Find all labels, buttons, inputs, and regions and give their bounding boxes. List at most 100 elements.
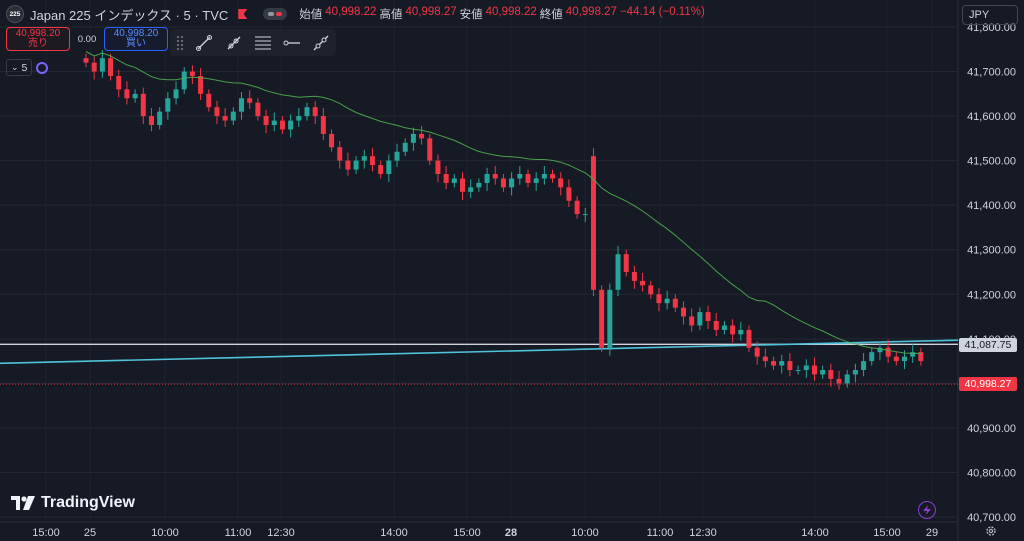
candle-body: [484, 174, 490, 183]
flag-icon[interactable]: [238, 9, 248, 19]
candle-body: [173, 89, 179, 99]
candle-body: [435, 160, 441, 174]
candle-body: [99, 58, 105, 72]
candle-body: [893, 356, 899, 362]
y-tick-label: 40,700.00: [967, 512, 1016, 524]
y-tick-label: 41,300.00: [967, 245, 1016, 257]
candle-body: [582, 214, 588, 216]
candle-body: [361, 156, 367, 161]
bolt-icon[interactable]: [918, 501, 936, 519]
extended-line-tool-icon[interactable]: [307, 29, 336, 56]
candle-body: [730, 325, 736, 335]
x-tick-label: 12:30: [689, 527, 717, 539]
candle-body: [550, 174, 556, 179]
interval-button[interactable]: ⌄ 5: [6, 59, 33, 76]
candle-body: [460, 178, 466, 192]
candle-body: [811, 365, 817, 375]
brand-name: TradingView: [41, 494, 135, 511]
candle-body: [541, 174, 547, 179]
candle-body: [713, 321, 719, 330]
candle-body: [451, 178, 457, 183]
sell-label: 売り: [28, 38, 48, 49]
currency-selector[interactable]: JPY: [962, 5, 1018, 25]
candle-body: [386, 160, 392, 174]
x-tick-label: 11:00: [225, 527, 252, 539]
candle-body: [124, 89, 130, 99]
spread-value: 0.00: [77, 33, 97, 45]
candle-body: [533, 178, 539, 183]
ohlc-close-value: 40,998.27: [565, 6, 617, 18]
x-tick-label: 15:00: [32, 527, 60, 539]
ohlc-open-value: 40,998.22: [325, 6, 377, 18]
candle-body: [517, 174, 523, 179]
candle-body: [492, 174, 498, 179]
candle-body: [369, 156, 375, 166]
candle-body: [468, 187, 474, 192]
candle-body: [320, 116, 326, 134]
ohlc-low-value: 40,998.22: [485, 6, 537, 18]
candle-body: [877, 347, 883, 353]
sell-button[interactable]: 40,998.20 売り: [6, 27, 70, 51]
candle-body: [746, 329, 752, 348]
interval-row: ⌄ 5: [6, 59, 49, 76]
ohlc-low-label: 安値: [459, 9, 483, 21]
candle-body: [721, 325, 727, 330]
ohlc-high-label: 高値: [379, 9, 403, 21]
interval-label: 5: [21, 61, 28, 74]
candle-body: [165, 98, 171, 112]
x-tick-label: 10:00: [151, 527, 179, 539]
indicator-settings-icon[interactable]: [36, 61, 49, 74]
ray-tool-icon[interactable]: [219, 29, 248, 56]
candle-body: [132, 93, 138, 99]
candle-body: [353, 160, 359, 170]
candle-body: [337, 147, 343, 161]
buy-button[interactable]: 40,998.20 買い: [104, 27, 168, 51]
hline-price-label: 41,087.75: [959, 338, 1017, 352]
tradingview-logo[interactable]: TradingView: [11, 494, 135, 512]
candle-body: [623, 254, 629, 272]
axis-settings-icon[interactable]: [985, 525, 997, 537]
currency-label: JPY: [969, 9, 990, 21]
candle-body: [410, 133, 416, 143]
x-tick-label: 25: [84, 527, 96, 539]
candle-body: [91, 62, 97, 72]
candle-body: [476, 182, 482, 188]
candle-body: [443, 174, 449, 183]
candle-body: [509, 178, 515, 188]
candle-body: [705, 312, 711, 321]
candle-body: [148, 116, 154, 125]
candle-body: [394, 151, 400, 161]
y-tick-label: 41,500.00: [967, 156, 1016, 168]
visibility-toggle-icon[interactable]: [263, 8, 288, 20]
x-tick-label: 12:30: [267, 527, 295, 539]
fib-retracement-tool-icon[interactable]: [248, 29, 277, 56]
candle-body: [402, 142, 408, 152]
horizontal-ray-tool-icon[interactable]: [278, 29, 307, 56]
candle-body: [525, 174, 531, 183]
candle-body: [681, 307, 687, 317]
drag-handle-icon[interactable]: [176, 34, 184, 51]
candle-body: [214, 107, 220, 117]
candle-body: [762, 356, 768, 362]
candle-body: [664, 298, 670, 304]
candle-body: [255, 102, 261, 117]
candle-body: [697, 312, 703, 326]
x-tick-label: 14:00: [380, 527, 408, 539]
trend-line-tool-icon[interactable]: [190, 29, 219, 56]
candle-body: [304, 107, 310, 117]
symbol-logo[interactable]: 225: [6, 5, 24, 23]
y-tick-label: 41,200.00: [967, 289, 1016, 301]
candle-body: [574, 200, 580, 215]
candle-body: [288, 120, 294, 130]
symbol-title[interactable]: Japan 225 インデックス · 5 · TVC: [30, 7, 229, 23]
y-tick-label: 40,800.00: [967, 467, 1016, 479]
candle-body: [836, 378, 842, 384]
y-tick-label: 41,700.00: [967, 67, 1016, 79]
candle-body: [83, 58, 89, 63]
y-tick-label: 40,900.00: [967, 423, 1016, 435]
moving-average-line: [85, 51, 921, 354]
candle-body: [787, 361, 793, 370]
x-tick-label: 15:00: [453, 527, 481, 539]
x-tick-label: 10:00: [571, 527, 599, 539]
